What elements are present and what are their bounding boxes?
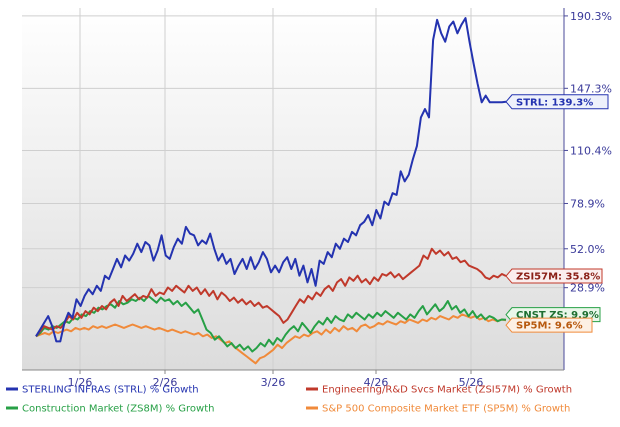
series-line-0 [35, 17, 507, 343]
y-tick-label: 52.0% [570, 243, 605, 256]
callout-label: STRL: 139.3% [516, 97, 593, 108]
legend-label: S&P 500 Composite Market ETF (SP5M) % Gr… [322, 404, 570, 415]
callout-1: ZSI57M: 35.8% [505, 268, 603, 284]
series-line-1 [35, 247, 507, 337]
callout-box [505, 268, 603, 284]
legend-item-2: Construction Market (ZS8M) % Growth [6, 404, 214, 415]
legend-item-1: Engineering/R&D Svcs Market (ZSI57M) % G… [306, 385, 572, 396]
y-tick-label: 110.4% [570, 144, 612, 157]
y-tick-label: 147.3% [570, 82, 612, 95]
callout-label: SP5M: 9.6% [516, 321, 583, 332]
callout-label: ZSI57M: 35.8% [516, 272, 600, 283]
legend-item-0: STERLING INFRAS (STRL) % Growth [6, 385, 199, 396]
y-tick-label: 190.3% [570, 10, 612, 23]
legend-label: Engineering/R&D Svcs Market (ZSI57M) % G… [322, 385, 572, 396]
legend-label: STERLING INFRAS (STRL) % Growth [22, 385, 199, 396]
callout-label: CNST ZS: 9.9% [516, 310, 599, 321]
y-tick-label: 28.9% [570, 282, 605, 295]
y-tick-label: 78.9% [570, 197, 605, 210]
legend-label: Construction Market (ZS8M) % Growth [22, 404, 214, 415]
callout-box [505, 317, 593, 333]
x-tick-label: 4/26 [364, 376, 389, 389]
series-line-2 [35, 294, 507, 353]
x-tick-label: 3/26 [261, 376, 286, 389]
callout-3: SP5M: 9.6% [505, 317, 593, 333]
x-tick-label: 2/26 [153, 376, 178, 389]
callout-box [505, 94, 609, 110]
series-line-3 [35, 313, 507, 365]
legend-item-3: S&P 500 Composite Market ETF (SP5M) % Gr… [306, 404, 570, 415]
callout-0: STRL: 139.3% [505, 94, 609, 110]
x-tick-label: 5/26 [459, 376, 484, 389]
x-tick-label: 1/26 [68, 376, 93, 389]
